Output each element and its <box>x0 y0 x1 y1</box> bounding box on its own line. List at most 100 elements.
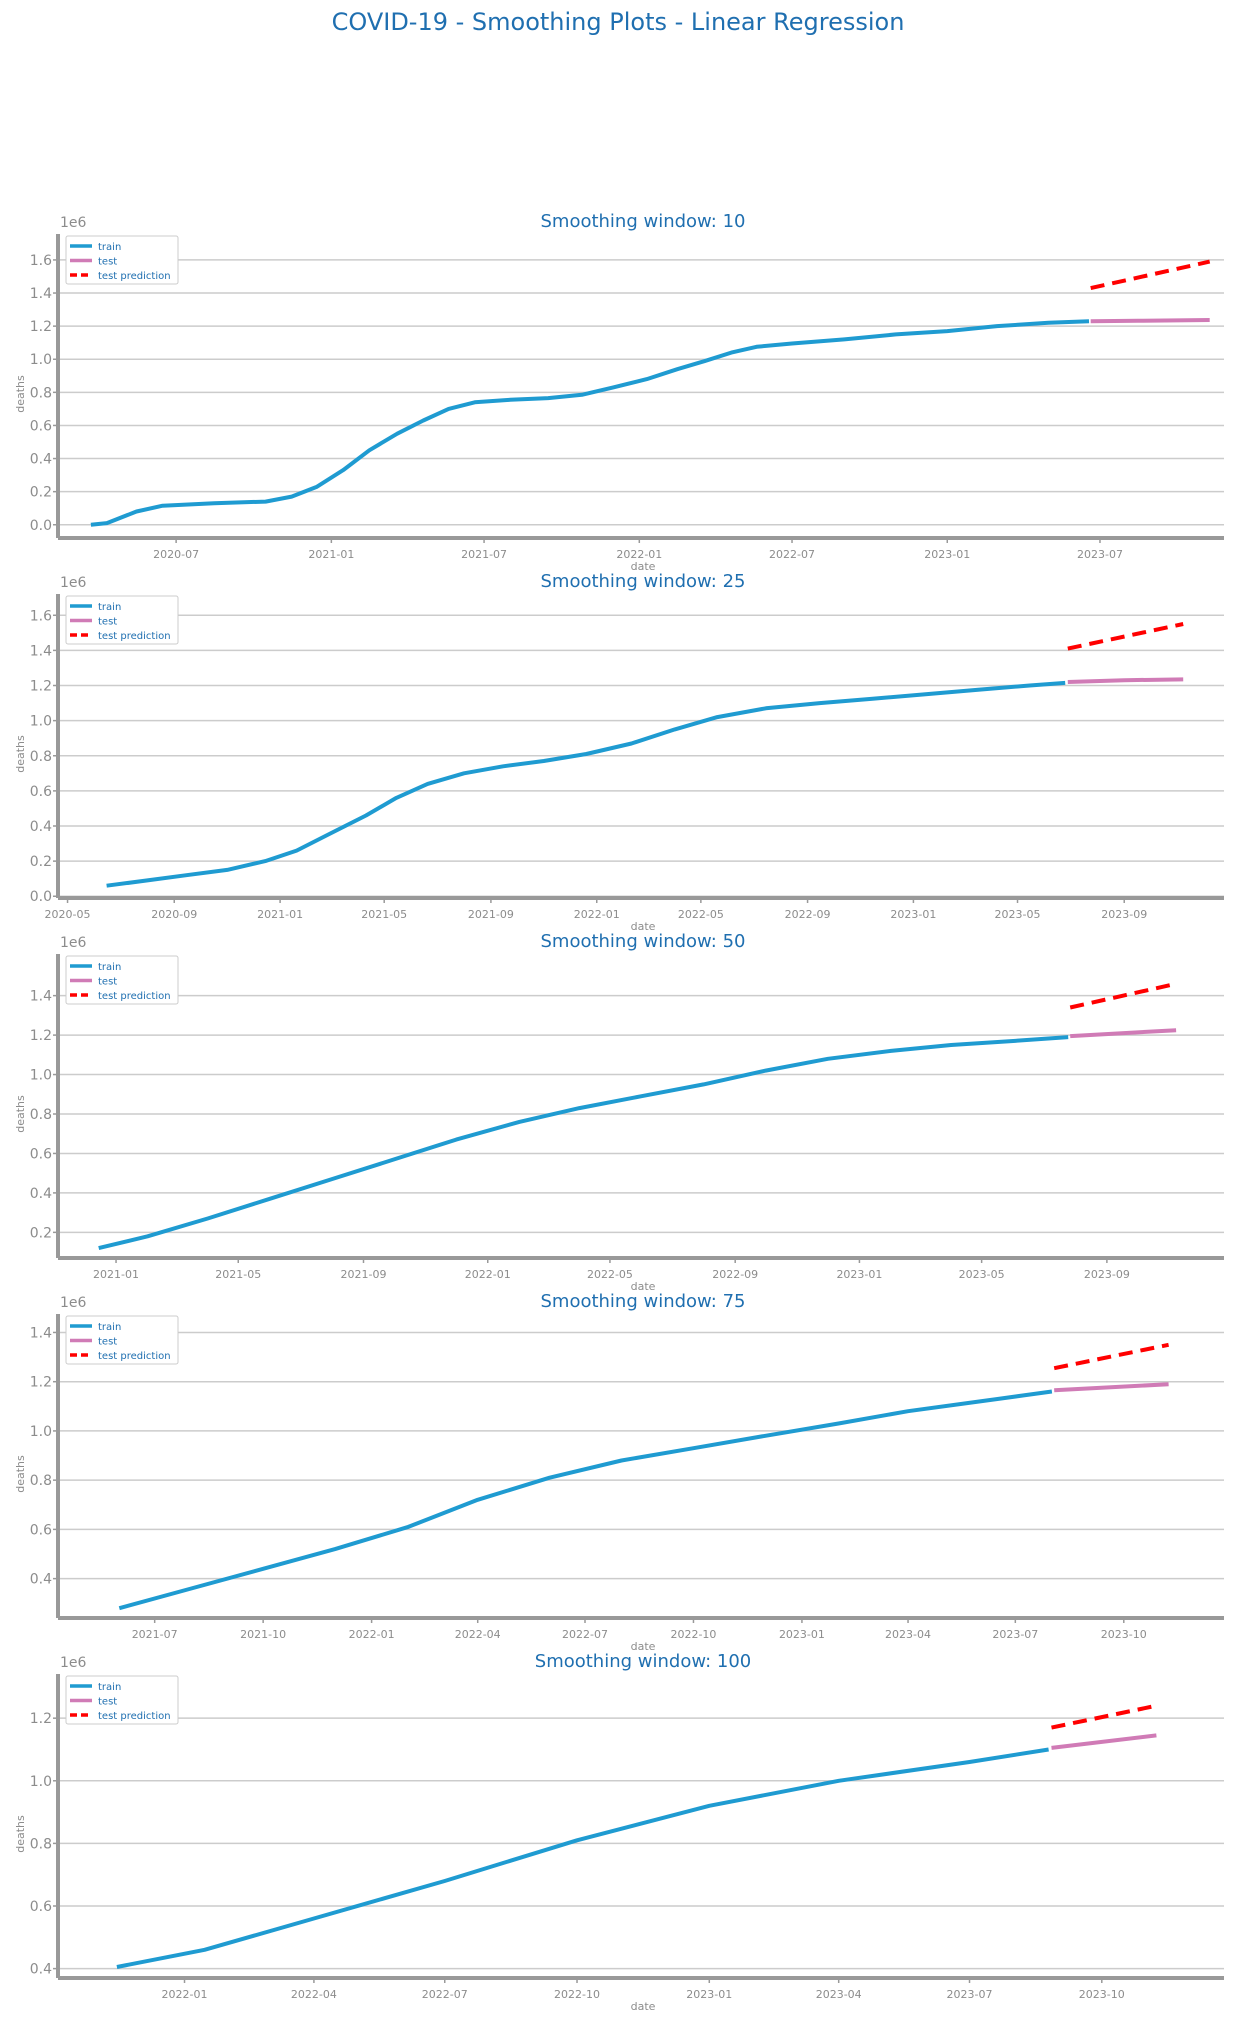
legend-label: train <box>98 602 121 613</box>
x-tick-label: 2023-09 <box>1084 1268 1130 1281</box>
y-tick-label: 0.6 <box>30 418 52 434</box>
subplot-window-75: Smoothing window: 75 0.4 0.6 0.8 1.0 1.2 1.4 20… <box>14 1291 1224 1653</box>
x-tick-label: 2021-07 <box>461 548 507 561</box>
x-tick-label: 2023-10 <box>1079 1988 1125 2001</box>
y-exponent-label: 1e6 <box>60 1655 87 1671</box>
legend-label: test prediction <box>98 991 171 1002</box>
x-axis-label: date <box>631 1640 656 1653</box>
y-tick-label: 1.6 <box>30 608 52 624</box>
x-tick-label: 2022-07 <box>562 1628 608 1641</box>
legend-label: test prediction <box>98 271 171 282</box>
legend-label: train <box>98 1682 121 1693</box>
legend-box <box>65 235 179 285</box>
x-tick-label: 2021-01 <box>93 1268 139 1281</box>
x-tick-label: 2022-01 <box>349 1628 395 1641</box>
y-tick-label: 0.4 <box>30 1572 52 1588</box>
y-tick-label: 0.0 <box>30 518 52 534</box>
y-axis-label: deaths <box>14 375 27 413</box>
x-tick-label: 2022-01 <box>616 548 662 561</box>
x-tick-label: 2023-10 <box>1101 1628 1147 1641</box>
x-tick-label: 2022-10 <box>670 1628 716 1641</box>
x-tick-label: 2023-07 <box>1077 548 1123 561</box>
x-tick-label: 2020-07 <box>153 548 199 561</box>
y-axis-label: deaths <box>14 1455 27 1493</box>
y-tick-label: 1.0 <box>30 352 52 368</box>
x-tick-label: 2022-04 <box>455 1628 501 1641</box>
x-tick-label: 2022-01 <box>162 1988 208 2001</box>
y-tick-label: 1.4 <box>30 1325 52 1341</box>
x-tick-label: 2021-01 <box>308 548 354 561</box>
x-tick-label: 2021-07 <box>132 1628 178 1641</box>
legend-label: train <box>98 962 121 973</box>
y-tick-label: 0.8 <box>30 749 52 765</box>
x-tick-label: 2022-01 <box>465 1268 511 1281</box>
y-tick-label: 0.8 <box>30 1473 52 1489</box>
y-tick-label: 1.2 <box>30 679 52 695</box>
legend-label: test <box>98 257 117 268</box>
y-tick-label: 0.2 <box>30 1225 52 1241</box>
x-tick-label: 2021-05 <box>215 1268 261 1281</box>
series-line-test-prediction <box>1067 622 1184 651</box>
x-tick-label: 2023-01 <box>890 908 936 921</box>
x-axis-label: date <box>631 2000 656 2013</box>
figure-title: COVID-19 - Smoothing Plots - Linear Regr… <box>331 8 905 36</box>
y-tick-label: 0.4 <box>30 1186 52 1202</box>
x-tick-label: 2023-04 <box>885 1628 931 1641</box>
series-line-test <box>1067 677 1184 684</box>
series-line-test <box>1051 1733 1157 1750</box>
legend-label: test prediction <box>98 1351 171 1362</box>
subplot-title: Smoothing window: 100 <box>535 1651 751 1672</box>
x-tick-label: 2023-05 <box>959 1268 1005 1281</box>
y-tick-label: 1.0 <box>30 1424 52 1440</box>
x-tick-label: 2021-09 <box>468 908 514 921</box>
series-line-train <box>98 1035 1069 1251</box>
y-tick-label: 1.2 <box>30 319 52 335</box>
legend-label: test <box>98 1697 117 1708</box>
x-tick-label: 2022-01 <box>574 908 620 921</box>
series-line-test <box>1090 318 1210 324</box>
series-line-test <box>1054 1382 1169 1393</box>
x-axis-label: date <box>631 560 656 573</box>
y-tick-label: 1.4 <box>30 989 52 1005</box>
x-tick-label: 2022-05 <box>587 1268 633 1281</box>
y-tick-label: 1.0 <box>30 1774 52 1790</box>
y-tick-label: 0.2 <box>30 854 52 870</box>
legend-box <box>65 595 179 645</box>
legend-label: test <box>98 1337 117 1348</box>
y-tick-label: 1.4 <box>30 286 52 302</box>
series-line-test-prediction <box>1053 1342 1170 1371</box>
y-exponent-label: 1e6 <box>60 1295 87 1311</box>
series-line-train <box>116 1747 1049 1969</box>
y-axis-label: deaths <box>14 1815 27 1853</box>
legend-box <box>65 955 179 1005</box>
x-tick-label: 2023-05 <box>995 908 1041 921</box>
y-tick-label: 0.6 <box>30 1146 52 1162</box>
x-tick-label: 2022-10 <box>554 1988 600 2001</box>
series-line-train <box>106 680 1066 888</box>
y-tick-label: 0.6 <box>30 1899 52 1915</box>
subplot-title: Smoothing window: 50 <box>540 931 745 952</box>
legend-label: train <box>98 1322 121 1333</box>
subplot-window-100: Smoothing window: 100 0.4 0.6 0.8 1.0 1.2 2022… <box>14 1651 1224 2013</box>
subplot-title: Smoothing window: 10 <box>540 211 745 232</box>
x-tick-label: 2023-01 <box>924 548 970 561</box>
y-tick-label: 0.0 <box>30 889 52 905</box>
series-line-test-prediction <box>1051 1703 1157 1730</box>
x-tick-label: 2021-01 <box>257 908 303 921</box>
y-exponent-label: 1e6 <box>60 215 87 231</box>
x-tick-label: 2022-09 <box>712 1268 758 1281</box>
y-exponent-label: 1e6 <box>60 935 87 951</box>
x-tick-label: 2021-09 <box>341 1268 387 1281</box>
subplot-title: Smoothing window: 75 <box>540 1291 745 1312</box>
y-tick-label: 0.4 <box>30 1962 52 1978</box>
y-tick-label: 0.4 <box>30 819 52 835</box>
x-axis-label: date <box>631 920 656 933</box>
y-tick-label: 0.6 <box>30 1522 52 1538</box>
y-tick-label: 0.4 <box>30 452 52 468</box>
y-tick-label: 1.4 <box>30 643 52 659</box>
subplot-window-25: Smoothing window: 25 0.0 0.2 0.4 0.6 0.8 1.0 1.… <box>14 571 1224 933</box>
x-tick-label: 2021-05 <box>361 908 407 921</box>
x-tick-label: 2023-07 <box>947 1988 993 2001</box>
legend-label: test <box>98 617 117 628</box>
y-tick-label: 0.8 <box>30 1836 52 1852</box>
